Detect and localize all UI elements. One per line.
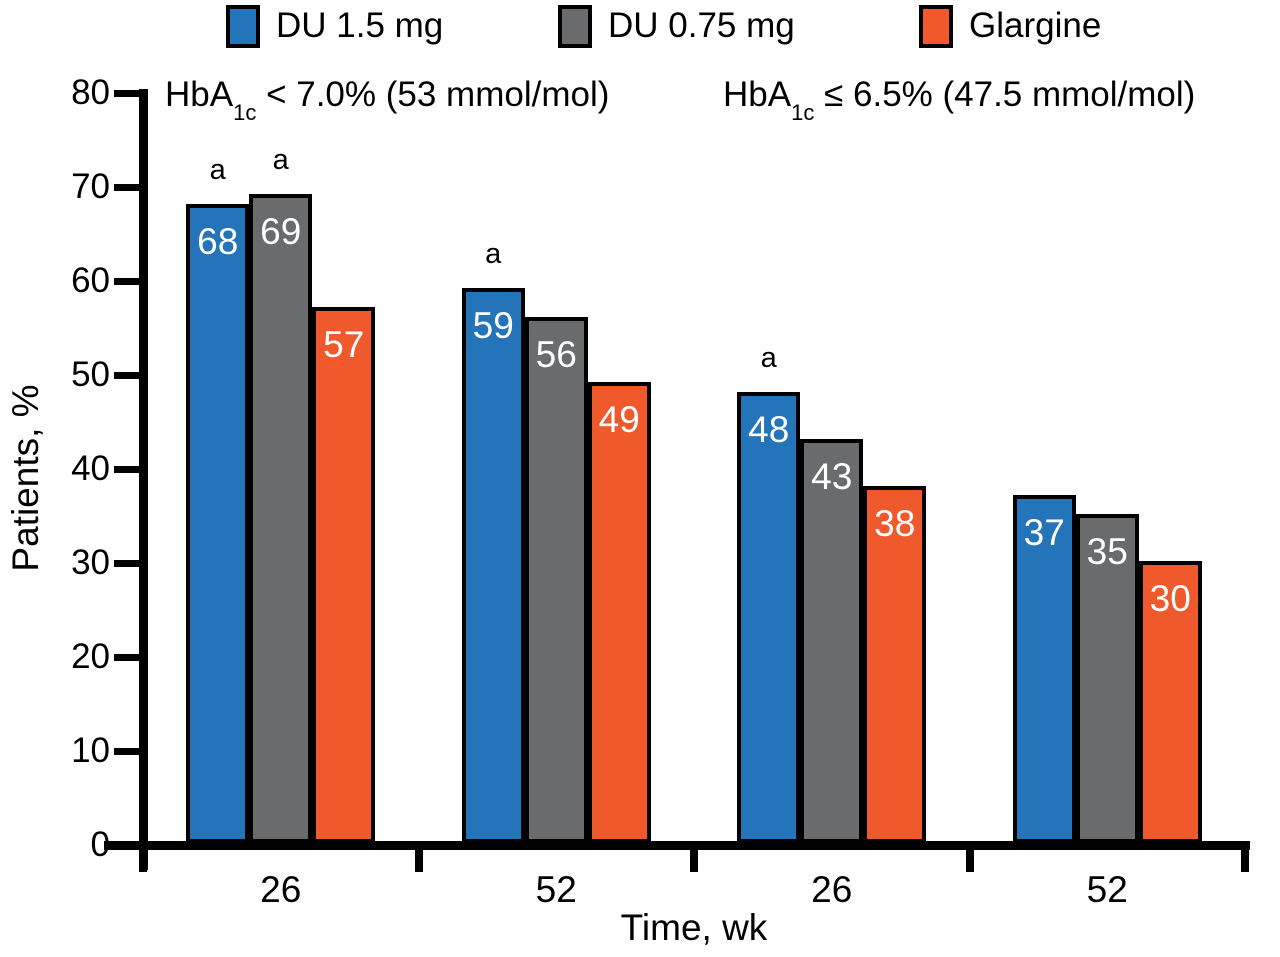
y-axis-tick-label: 30	[71, 543, 110, 582]
legend-label: DU 0.75 mg	[608, 6, 795, 45]
y-axis-tick-label: 0	[90, 825, 110, 864]
bar-glargine-wk26: 57	[312, 307, 376, 843]
y-axis-line	[139, 89, 148, 870]
bar-du-0-75-mg-wk26: 69	[249, 194, 313, 843]
legend-swatch-orange-icon	[919, 4, 953, 48]
x-axis-tick	[965, 850, 974, 872]
x-axis-category-label: 52	[1086, 869, 1128, 910]
x-axis-tick	[414, 850, 423, 872]
bar-value-label: 69	[260, 211, 302, 253]
bar-value-label: 35	[1086, 531, 1128, 572]
bar-glargine-wk52: 49	[587, 382, 651, 843]
bar-value-label: 43	[811, 455, 853, 497]
x-axis-line	[104, 841, 1250, 850]
bar-du-1-5-mg-wk26: 48	[737, 391, 801, 843]
y-axis-tick-label: 80	[71, 73, 110, 112]
y-axis-tick	[114, 841, 143, 849]
bar-value-label: 59	[472, 305, 514, 347]
y-axis-tick-label: 70	[71, 167, 110, 206]
legend-swatch-blue-icon	[226, 4, 260, 48]
y-axis-tick	[114, 747, 143, 755]
bar-glargine-wk26: 38	[863, 485, 927, 843]
bar-du-0-75-mg-wk26: 43	[800, 438, 864, 843]
y-axis-tick	[114, 653, 143, 661]
bar-value-label: 49	[598, 399, 640, 441]
legend-item-glargine: Glargine	[919, 3, 1101, 49]
panel-header-hba1c-7: HbA1c < 7.0% (53 mmol/mol)	[165, 74, 610, 124]
x-axis-category-label: 26	[811, 869, 853, 910]
header-subscript: 1c	[791, 100, 815, 125]
x-axis-tick	[1241, 850, 1249, 872]
x-axis-title: Time, wk	[620, 907, 768, 948]
x-axis-tick	[690, 850, 698, 872]
bar-value-label: 30	[1149, 578, 1191, 619]
y-axis-tick	[114, 371, 143, 379]
bar-du-1-5-mg-wk52: 37	[1012, 495, 1076, 843]
bar-glargine-wk52: 30	[1138, 561, 1202, 843]
y-axis-tick	[114, 559, 143, 567]
bar-annotation-a: a	[760, 341, 777, 374]
y-axis-tick-label: 10	[71, 731, 110, 770]
y-axis-tick	[114, 183, 143, 191]
bar-annotation-a: a	[209, 153, 226, 186]
bar-annotation-a: a	[272, 144, 289, 177]
x-axis-category-label: 26	[260, 869, 302, 910]
header-text: ≤ 6.5% (47.5 mmol/mol)	[814, 75, 1196, 114]
bar-value-label: 38	[874, 502, 916, 544]
bar-du-1-5-mg-wk26: 68	[186, 203, 250, 843]
header-text: HbA	[723, 75, 792, 114]
y-axis-tick-label: 60	[71, 261, 110, 300]
bar-annotation-a: a	[485, 238, 502, 271]
x-axis-category-label: 52	[535, 869, 577, 910]
y-axis-tick-label: 20	[71, 637, 110, 676]
legend-label: DU 1.5 mg	[276, 6, 444, 45]
bar-du-1-5-mg-wk52: 59	[461, 288, 525, 843]
y-axis-tick	[114, 277, 143, 285]
bar-value-label: 56	[535, 333, 577, 375]
legend-item-du-1-5: DU 1.5 mg	[226, 3, 443, 49]
bar-value-label: 68	[197, 220, 239, 262]
y-axis-tick-label: 40	[71, 449, 110, 488]
panel-header-hba1c-6-5: HbA1c ≤ 6.5% (47.5 mmol/mol)	[723, 74, 1196, 124]
y-axis-tick	[114, 465, 143, 473]
header-text: HbA	[165, 75, 234, 114]
bar-du-0-75-mg-wk52: 56	[524, 316, 588, 843]
bar-value-label: 37	[1023, 512, 1065, 554]
y-axis-tick	[114, 89, 143, 97]
legend-item-du-0-75: DU 0.75 mg	[558, 3, 795, 49]
legend-swatch-gray-icon	[558, 4, 592, 48]
legend-label: Glargine	[969, 6, 1102, 45]
y-axis-tick-label: 50	[71, 355, 110, 394]
header-text: < 7.0% (53 mmol/mol)	[256, 75, 610, 114]
x-axis-tick	[139, 850, 147, 872]
bar-value-label: 48	[748, 408, 790, 450]
header-subscript: 1c	[233, 100, 257, 125]
bar-value-label: 57	[323, 324, 365, 366]
bar-du-0-75-mg-wk52: 35	[1075, 514, 1139, 843]
